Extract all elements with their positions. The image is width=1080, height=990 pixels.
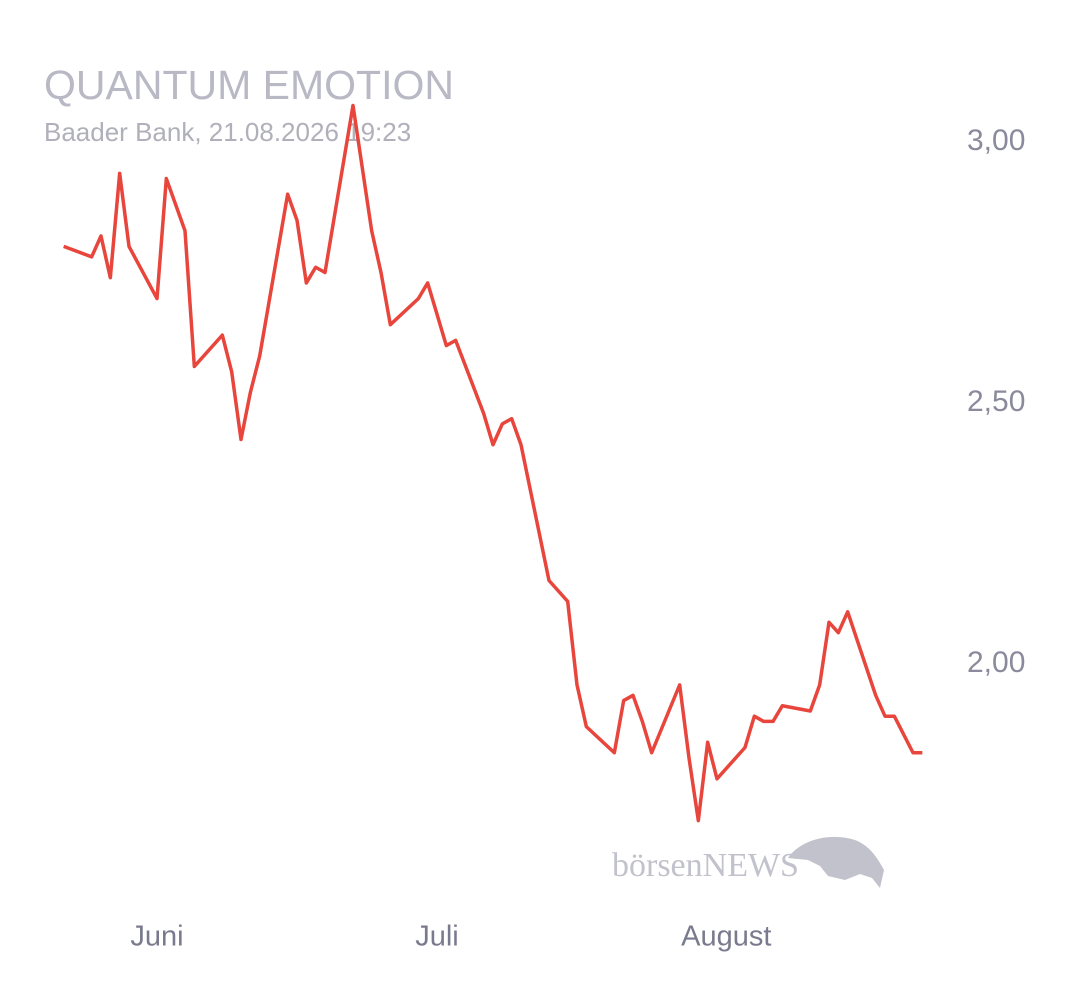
x-tick-label: August <box>681 921 771 953</box>
y-tick-label: 2,00 <box>967 646 1025 679</box>
bull-logo <box>788 836 884 888</box>
price-line <box>63 103 923 823</box>
watermark: börsenNEWS <box>612 836 884 888</box>
x-tick-label: Juni <box>130 921 183 953</box>
y-tick-label: 3,00 <box>967 124 1025 157</box>
x-tick-label: Juli <box>415 921 459 953</box>
y-tick-label: 2,50 <box>967 385 1025 418</box>
watermark-text: börsenNEWS <box>612 847 799 884</box>
chart-title: QUANTUM EMOTION <box>44 62 454 108</box>
